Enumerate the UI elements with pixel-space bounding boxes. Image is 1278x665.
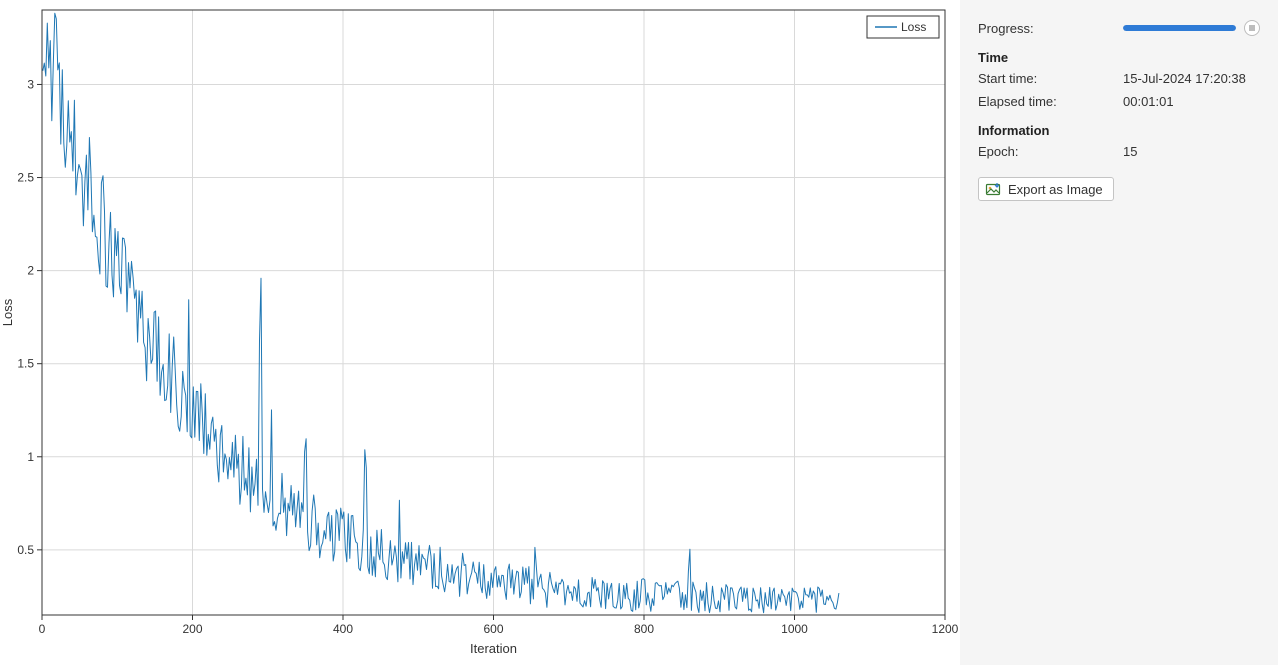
- progress-bar-fill: [1123, 25, 1236, 31]
- epoch-label: Epoch:: [978, 144, 1123, 159]
- start-time-row: Start time: 15-Jul-2024 17:20:38: [978, 71, 1260, 86]
- svg-text:2: 2: [27, 264, 34, 278]
- svg-text:1000: 1000: [781, 622, 808, 636]
- progress-row: Progress:: [978, 20, 1260, 36]
- export-button-label: Export as Image: [1008, 182, 1103, 197]
- svg-text:800: 800: [634, 622, 654, 636]
- information-heading: Information: [978, 123, 1260, 138]
- elapsed-time-label: Elapsed time:: [978, 94, 1123, 109]
- epoch-value: 15: [1123, 144, 1260, 159]
- svg-text:Iteration: Iteration: [470, 641, 517, 656]
- svg-text:0: 0: [39, 622, 46, 636]
- svg-text:Loss: Loss: [901, 20, 926, 34]
- export-image-icon: [985, 181, 1001, 197]
- progress-label: Progress:: [978, 21, 1123, 36]
- epoch-row: Epoch: 15: [978, 144, 1260, 159]
- elapsed-time-value: 00:01:01: [1123, 94, 1260, 109]
- time-heading: Time: [978, 50, 1260, 65]
- svg-text:400: 400: [333, 622, 353, 636]
- loss-chart: 0 200 400 600 800 1000 1200 0.5 1 1.5 2 2.5 3 Iterati…: [0, 0, 960, 665]
- chart-pane: 0 200 400 600 800 1000 1200 0.5 1 1.5 2 2.5 3 Iterati…: [0, 0, 960, 665]
- svg-text:2.5: 2.5: [17, 171, 34, 185]
- svg-text:1.5: 1.5: [17, 357, 34, 371]
- svg-text:3: 3: [27, 77, 34, 91]
- svg-text:0.5: 0.5: [17, 543, 34, 557]
- stop-button[interactable]: [1244, 20, 1260, 36]
- svg-text:1: 1: [27, 450, 34, 464]
- svg-text:1200: 1200: [932, 622, 959, 636]
- svg-text:200: 200: [182, 622, 202, 636]
- info-panel: Progress: Time Start time: 15-Jul-2024 1…: [960, 0, 1278, 665]
- start-time-label: Start time:: [978, 71, 1123, 86]
- start-time-value: 15-Jul-2024 17:20:38: [1123, 71, 1260, 86]
- svg-text:Loss: Loss: [0, 298, 15, 326]
- stop-icon: [1249, 25, 1255, 31]
- progress-bar: [1123, 25, 1236, 31]
- elapsed-time-row: Elapsed time: 00:01:01: [978, 94, 1260, 109]
- svg-text:600: 600: [483, 622, 503, 636]
- export-as-image-button[interactable]: Export as Image: [978, 177, 1114, 201]
